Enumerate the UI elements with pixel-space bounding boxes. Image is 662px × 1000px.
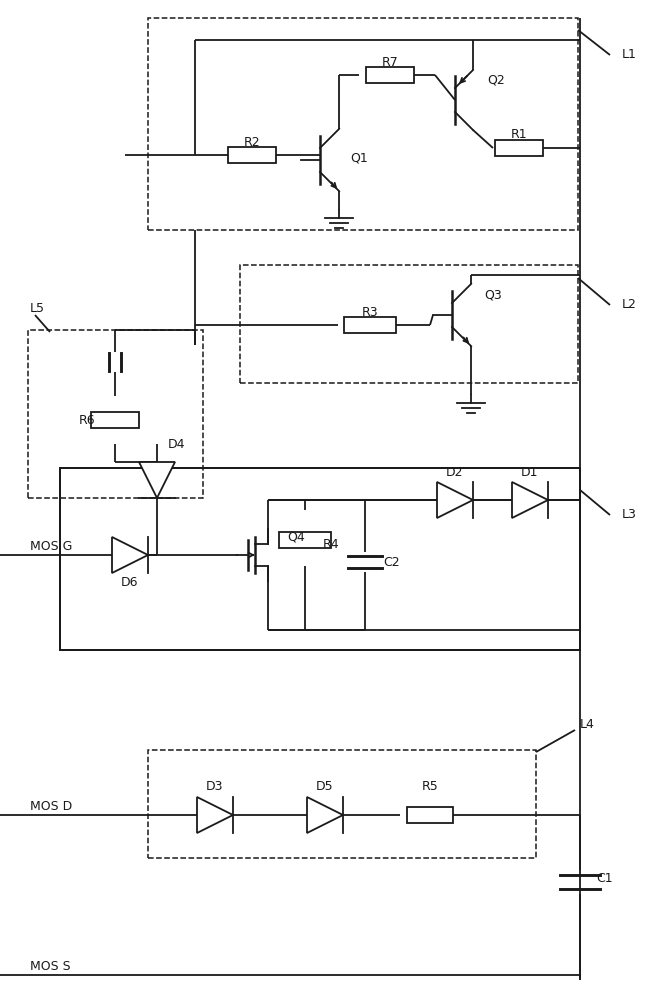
Bar (279, 532, 331, 548)
Bar (366, 67, 414, 83)
Text: R1: R1 (510, 128, 528, 141)
Bar (344, 317, 396, 333)
Bar (148, 750, 536, 858)
Text: C1: C1 (596, 871, 612, 884)
Bar (148, 18, 578, 230)
Bar (60, 468, 580, 650)
Text: L1: L1 (622, 48, 637, 62)
Text: R7: R7 (381, 56, 399, 70)
Text: D6: D6 (121, 576, 139, 589)
Text: R3: R3 (361, 306, 378, 318)
Text: D1: D1 (521, 466, 539, 479)
Text: R5: R5 (422, 780, 438, 794)
Text: D5: D5 (316, 780, 334, 794)
Text: Q3: Q3 (484, 288, 502, 302)
Text: D3: D3 (207, 780, 224, 794)
Polygon shape (139, 462, 175, 498)
Bar (240, 265, 578, 383)
Text: L5: L5 (30, 302, 45, 314)
Text: D2: D2 (446, 466, 464, 479)
Text: R6: R6 (78, 414, 95, 426)
Text: R2: R2 (244, 136, 260, 149)
Text: L3: L3 (622, 508, 637, 522)
Text: L4: L4 (580, 718, 595, 732)
Text: Q4: Q4 (287, 530, 305, 544)
Text: Q2: Q2 (487, 74, 504, 87)
Bar (495, 140, 543, 156)
Text: MOS D: MOS D (30, 800, 72, 814)
Text: MOS G: MOS G (30, 540, 72, 554)
Polygon shape (512, 482, 548, 518)
Polygon shape (197, 797, 233, 833)
Bar (228, 147, 276, 163)
Text: R4: R4 (323, 538, 340, 552)
Text: MOS S: MOS S (30, 960, 71, 974)
Text: C2: C2 (383, 556, 400, 568)
Bar (407, 807, 453, 823)
Bar (91, 412, 139, 428)
Text: L2: L2 (622, 298, 637, 312)
Text: D4: D4 (168, 438, 185, 452)
Bar (28, 330, 203, 498)
Text: Q1: Q1 (350, 151, 368, 164)
Polygon shape (307, 797, 343, 833)
Polygon shape (437, 482, 473, 518)
Polygon shape (112, 537, 148, 573)
